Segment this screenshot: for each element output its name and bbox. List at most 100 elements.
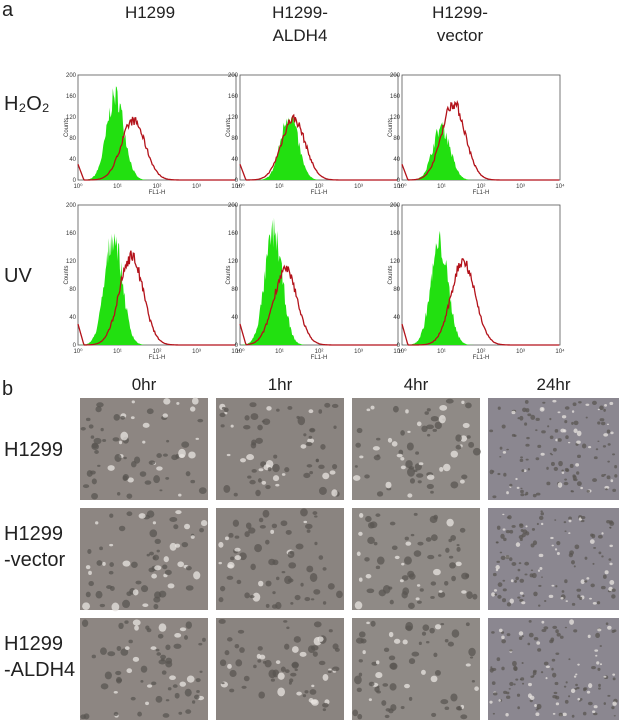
cell: [516, 693, 521, 697]
cell: [233, 492, 238, 497]
cell: [549, 417, 552, 421]
column-header: 24hr: [536, 375, 570, 394]
cell: [612, 673, 616, 676]
cell: [520, 493, 525, 497]
cell: [552, 447, 557, 452]
cell: [277, 672, 285, 680]
cell: [85, 565, 91, 570]
cell: [389, 683, 397, 691]
cell: [491, 631, 495, 634]
cell: [408, 696, 413, 701]
cell: [517, 706, 520, 710]
cell: [284, 467, 290, 473]
cell: [408, 573, 416, 580]
cell: [505, 695, 511, 699]
cell: [426, 408, 431, 412]
cell: [607, 460, 610, 463]
cell: [430, 416, 439, 422]
y-tick-label: 120: [390, 115, 401, 121]
cell: [152, 521, 157, 525]
cell: [405, 625, 413, 631]
cell: [553, 466, 559, 471]
cell: [281, 570, 286, 574]
cell: [221, 682, 225, 685]
cell: [417, 541, 424, 546]
cell: [355, 442, 361, 448]
cell: [132, 619, 141, 626]
cell: [415, 451, 420, 455]
cell: [497, 472, 501, 476]
cell: [535, 417, 540, 422]
cell: [109, 562, 114, 567]
cell: [501, 666, 505, 671]
cell: [609, 401, 614, 406]
cell: [527, 468, 531, 471]
cell: [370, 620, 376, 627]
cell: [502, 598, 507, 603]
micrograph: [216, 398, 344, 500]
cell: [271, 604, 278, 609]
cell: [286, 626, 290, 630]
x-tick-label: 10⁴: [555, 348, 565, 355]
cell: [430, 581, 437, 586]
cell: [508, 688, 511, 690]
cell: [85, 417, 91, 422]
x-tick-label: 10¹: [275, 349, 284, 355]
cell: [598, 683, 601, 688]
cell: [509, 649, 513, 652]
cell: [556, 632, 561, 637]
cell: [456, 546, 461, 552]
y-axis-label: Counts: [388, 118, 394, 137]
cell: [424, 411, 429, 415]
cell: [418, 462, 424, 466]
cell: [606, 423, 610, 426]
cell: [311, 684, 315, 688]
cell: [551, 672, 557, 678]
cell: [595, 632, 600, 638]
cell: [264, 659, 272, 668]
cell: [190, 479, 196, 484]
x-tick-label: 10⁰: [73, 348, 83, 355]
cell: [375, 513, 381, 517]
cell: [174, 633, 182, 638]
cell: [525, 458, 529, 461]
cell: [555, 702, 560, 706]
cell: [272, 463, 280, 473]
cell: [422, 624, 430, 632]
cell: [188, 451, 196, 459]
cell: [277, 687, 286, 697]
cell: [362, 650, 366, 655]
cell: [226, 453, 231, 457]
cell: [515, 678, 519, 681]
cell: [287, 405, 293, 410]
cell: [329, 470, 336, 475]
cell: [564, 699, 569, 704]
cell: [596, 601, 601, 605]
cell: [186, 675, 195, 683]
cell: [576, 471, 580, 475]
cell: [522, 529, 528, 534]
cell: [489, 429, 494, 433]
cell: [375, 672, 383, 679]
cell: [611, 706, 615, 710]
cell: [580, 697, 583, 701]
cell: [155, 648, 160, 652]
cell: [352, 475, 361, 481]
cell: [602, 445, 607, 448]
cell: [525, 408, 530, 413]
histogram: 0 40 80 120 160 200 10⁰ 10¹ 10² 10³ 10⁴ FL1-H Counts: [64, 73, 241, 196]
cell: [258, 517, 264, 523]
cell: [167, 687, 172, 691]
cell: [502, 451, 507, 454]
cell: [521, 661, 524, 665]
cell: [576, 588, 582, 592]
cell: [568, 695, 571, 698]
micrograph: [488, 618, 619, 720]
cell: [604, 485, 610, 490]
cell: [381, 700, 387, 706]
cell: [582, 711, 587, 716]
y-tick-label: 0: [397, 178, 401, 184]
cell: [392, 405, 399, 413]
cell: [550, 461, 555, 466]
cell: [291, 661, 299, 669]
